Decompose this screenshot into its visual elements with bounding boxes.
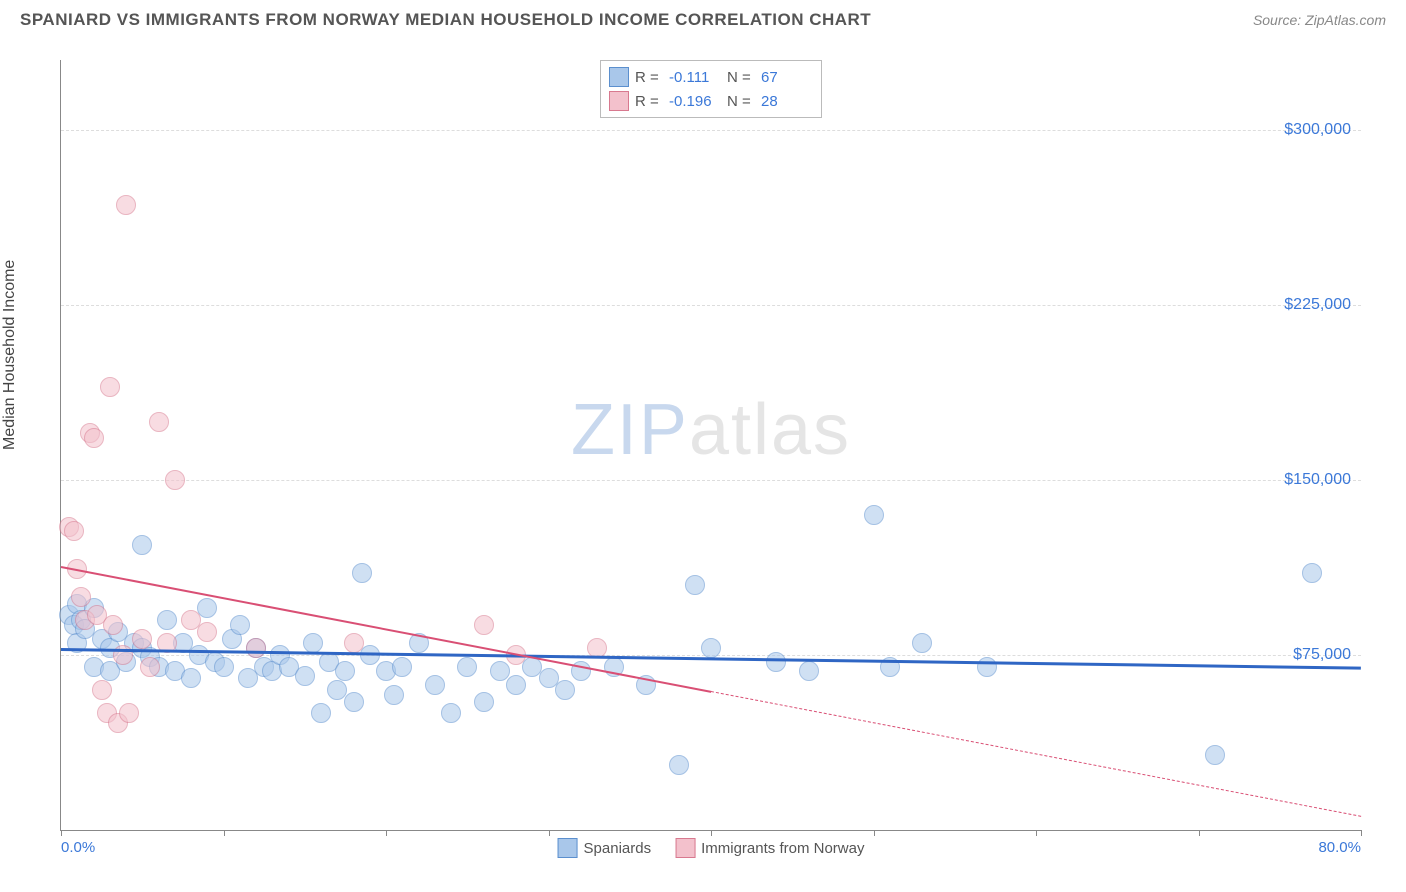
data-point-spaniards — [425, 675, 445, 695]
x-tick — [1361, 830, 1362, 836]
data-point-spaniards — [685, 575, 705, 595]
r-value-spaniards: -0.111 — [669, 69, 721, 86]
data-point-norway — [84, 428, 104, 448]
data-point-spaniards — [474, 692, 494, 712]
data-point-spaniards — [157, 610, 177, 630]
data-point-spaniards — [311, 703, 331, 723]
data-point-spaniards — [303, 633, 323, 653]
data-point-spaniards — [490, 661, 510, 681]
x-tick — [711, 830, 712, 836]
data-point-norway — [246, 638, 266, 658]
data-point-spaniards — [977, 657, 997, 677]
legend-label-spaniards: Spaniards — [584, 840, 652, 857]
n-label: N = — [727, 93, 755, 110]
data-point-norway — [103, 615, 123, 635]
data-point-norway — [119, 703, 139, 723]
r-value-norway: -0.196 — [669, 93, 721, 110]
data-point-norway — [344, 633, 364, 653]
r-label: R = — [635, 93, 663, 110]
x-axis-max-label: 80.0% — [1318, 839, 1361, 856]
data-point-spaniards — [344, 692, 364, 712]
plot-area: ZIPatlas R = -0.111 N = 67 R = -0.196 N … — [60, 60, 1361, 831]
data-point-spaniards — [864, 505, 884, 525]
data-point-norway — [64, 521, 84, 541]
data-point-spaniards — [384, 685, 404, 705]
swatch-norway — [609, 91, 629, 111]
y-tick-label: $75,000 — [1293, 646, 1351, 664]
data-point-norway — [100, 377, 120, 397]
data-point-spaniards — [1205, 745, 1225, 765]
n-value-spaniards: 67 — [761, 69, 813, 86]
watermark-zip: ZIP — [571, 390, 689, 470]
y-tick-label: $225,000 — [1284, 296, 1351, 314]
data-point-spaniards — [555, 680, 575, 700]
chart-container: Median Household Income ZIPatlas R = -0.… — [20, 50, 1386, 850]
data-point-spaniards — [457, 657, 477, 677]
chart-title: SPANIARD VS IMMIGRANTS FROM NORWAY MEDIA… — [20, 10, 871, 30]
data-point-spaniards — [295, 666, 315, 686]
correlation-legend: R = -0.111 N = 67 R = -0.196 N = 28 — [600, 60, 822, 118]
gridline — [61, 305, 1361, 306]
source-label: Source: ZipAtlas.com — [1253, 12, 1386, 28]
data-point-spaniards — [441, 703, 461, 723]
data-point-norway — [132, 629, 152, 649]
y-axis-label: Median Household Income — [1, 260, 19, 450]
x-tick — [224, 830, 225, 836]
r-label: R = — [635, 69, 663, 86]
series-legend: Spaniards Immigrants from Norway — [558, 838, 865, 858]
x-tick — [874, 830, 875, 836]
legend-item-norway: Immigrants from Norway — [675, 838, 864, 858]
legend-row-norway: R = -0.196 N = 28 — [609, 89, 813, 113]
data-point-norway — [149, 412, 169, 432]
data-point-norway — [474, 615, 494, 635]
y-tick-label: $150,000 — [1284, 471, 1351, 489]
x-tick — [1199, 830, 1200, 836]
x-tick — [1036, 830, 1037, 836]
x-tick — [61, 830, 62, 836]
data-point-spaniards — [701, 638, 721, 658]
x-tick — [386, 830, 387, 836]
data-point-spaniards — [214, 657, 234, 677]
data-point-norway — [116, 195, 136, 215]
data-point-spaniards — [766, 652, 786, 672]
data-point-norway — [71, 587, 91, 607]
swatch-spaniards — [609, 67, 629, 87]
data-point-norway — [165, 470, 185, 490]
data-point-spaniards — [230, 615, 250, 635]
legend-label-norway: Immigrants from Norway — [701, 840, 864, 857]
watermark: ZIPatlas — [571, 389, 851, 471]
swatch-spaniards — [558, 838, 578, 858]
legend-item-spaniards: Spaniards — [558, 838, 652, 858]
data-point-spaniards — [335, 661, 355, 681]
watermark-atlas: atlas — [689, 390, 851, 470]
trend-line-extrapolated — [711, 691, 1361, 817]
data-point-spaniards — [1302, 563, 1322, 583]
data-point-norway — [140, 657, 160, 677]
data-point-spaniards — [506, 675, 526, 695]
gridline — [61, 480, 1361, 481]
legend-row-spaniards: R = -0.111 N = 67 — [609, 65, 813, 89]
x-axis-min-label: 0.0% — [61, 839, 95, 856]
data-point-spaniards — [392, 657, 412, 677]
data-point-spaniards — [799, 661, 819, 681]
data-point-spaniards — [181, 668, 201, 688]
data-point-spaniards — [352, 563, 372, 583]
gridline — [61, 130, 1361, 131]
data-point-spaniards — [912, 633, 932, 653]
data-point-norway — [197, 622, 217, 642]
swatch-norway — [675, 838, 695, 858]
y-tick-label: $300,000 — [1284, 121, 1351, 139]
n-label: N = — [727, 69, 755, 86]
data-point-spaniards — [132, 535, 152, 555]
data-point-norway — [92, 680, 112, 700]
data-point-spaniards — [669, 755, 689, 775]
n-value-norway: 28 — [761, 93, 813, 110]
x-tick — [549, 830, 550, 836]
